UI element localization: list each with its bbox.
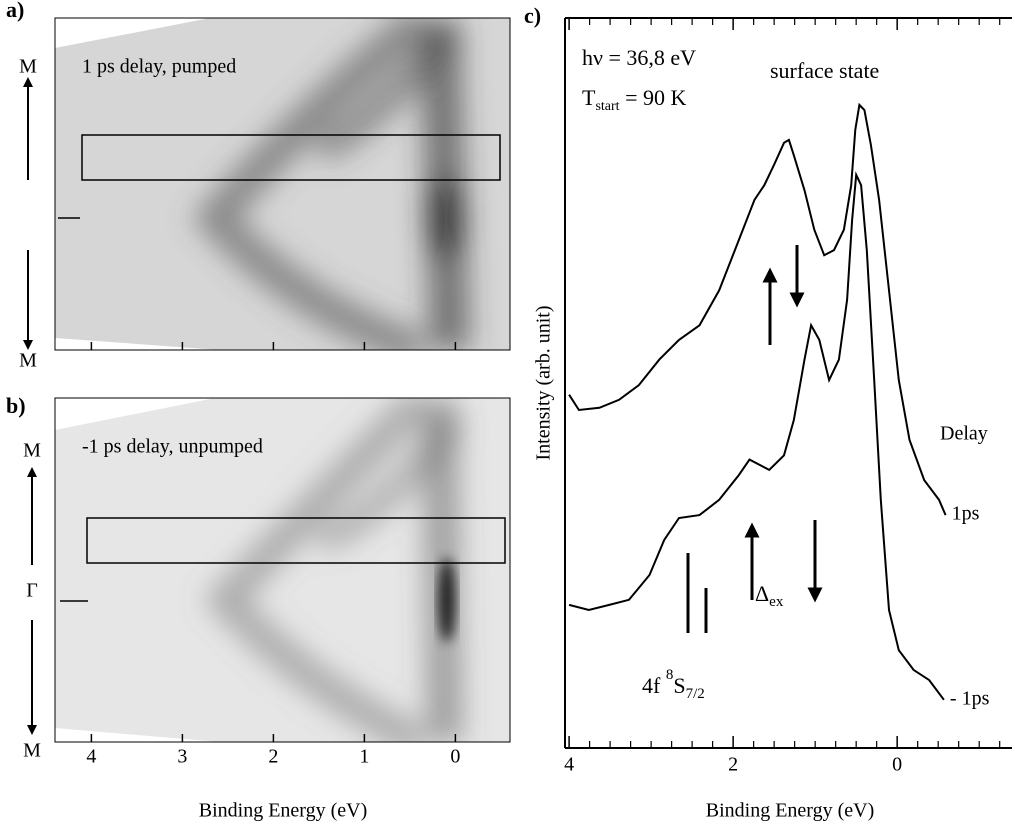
selection-box — [81, 134, 501, 181]
y-label: M — [23, 440, 41, 462]
annotation: Delay — [940, 423, 988, 445]
annotation: Tstart = 90 K — [582, 85, 686, 114]
subscript: ex — [769, 594, 784, 610]
y-label: Γ — [26, 580, 38, 602]
text: = 90 K — [620, 85, 687, 110]
x-axis-label: Binding Energy (eV) — [199, 800, 368, 822]
spectrum-line — [568, 171, 945, 701]
y-label: M — [19, 56, 37, 78]
x-tick-label: 0 — [450, 746, 460, 768]
spin-arrows — [686, 245, 823, 633]
text: T — [582, 85, 596, 110]
y-label: M — [23, 740, 41, 762]
panel-annotation: 1 ps delay, pumped — [82, 56, 236, 78]
x-tick-label: 2 — [728, 754, 738, 776]
selection-box — [86, 517, 506, 564]
x-tick-label: 4 — [86, 746, 96, 768]
arpes-image-a — [55, 18, 510, 350]
series-label: - 1ps — [950, 687, 990, 709]
text: 4f — [642, 673, 666, 698]
arpes-image-b — [55, 398, 510, 742]
y-axis-label: Intensity (arb. unit) — [533, 306, 555, 461]
subscript: start — [595, 99, 619, 114]
series-label: 1ps — [952, 503, 980, 525]
superscript: 8 — [666, 667, 674, 683]
panel-label: c) — [524, 3, 541, 28]
subscript: 7/2 — [686, 686, 705, 702]
x-tick-label: 0 — [892, 754, 902, 776]
annotation: Δex — [755, 581, 784, 610]
annotation: 4f 8S7/2 — [642, 667, 705, 702]
panel-label: a) — [6, 0, 24, 22]
x-tick-label: 3 — [177, 746, 187, 768]
y-label: M — [19, 350, 37, 372]
panel-label: b) — [6, 393, 26, 418]
x-axis-label: Binding Energy (eV) — [706, 800, 875, 822]
x-tick-label: 2 — [268, 746, 278, 768]
k-arrows — [23, 77, 88, 735]
x-tick-label: 1 — [359, 746, 369, 768]
spectrum-line — [568, 102, 947, 516]
text: Δ — [755, 581, 769, 606]
x-tick-label: 4 — [564, 754, 574, 776]
panel-annotation: -1 ps delay, unpumped — [82, 436, 263, 458]
text: S — [673, 673, 685, 698]
annotation: hν = 36,8 eV — [582, 45, 696, 70]
annotation: surface state — [770, 58, 879, 83]
